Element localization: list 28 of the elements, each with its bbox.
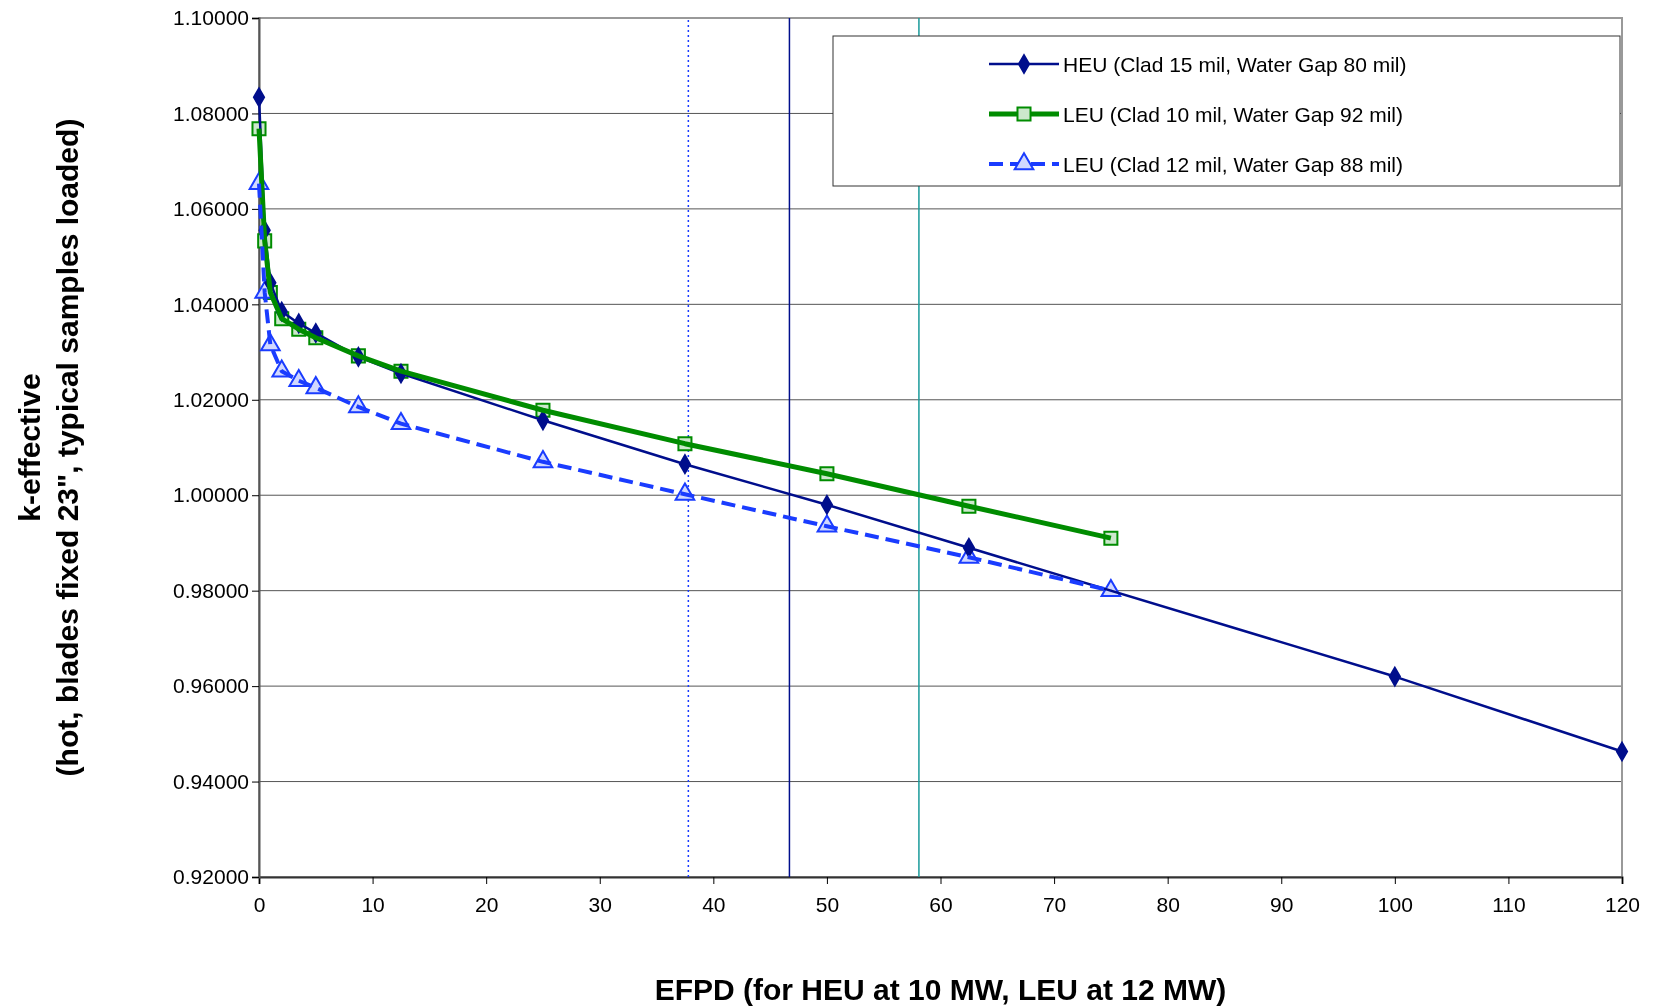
y-tick-label: 1.06000 [173,197,249,221]
legend-label: HEU (Clad 15 mil, Water Gap 80 mil) [1063,53,1407,76]
legend-label: LEU (Clad 12 mil, Water Gap 88 mil) [1063,153,1403,176]
x-tick-label: 100 [1377,893,1413,917]
y-tick-label: 1.00000 [173,483,249,507]
y-tick-label: 1.04000 [173,292,249,316]
x-tick-label: 90 [1270,893,1294,917]
y-tick-label: 0.92000 [173,865,249,889]
x-tick-label: 70 [1042,893,1067,917]
y-axis-title: k-effective (hot, blades fixed 23", typical samples loaded) [13,118,84,777]
x-tick-label: 60 [929,893,953,917]
x-tick-label: 0 [253,893,266,917]
y-tick-label: 0.98000 [173,578,249,602]
x-tick-label: 110 [1492,893,1526,917]
legend-label: LEU (Clad 10 mil, Water Gap 92 mil) [1063,103,1403,126]
y-tick-label: 0.94000 [173,769,249,793]
y-tick-label: 0.96000 [173,674,249,698]
y-tick-label: 1.08000 [173,101,249,125]
x-tick-label: 50 [815,893,840,917]
x-tick-label: 80 [1156,893,1180,917]
x-axis-title: EFPD (for HEU at 10 MW, LEU at 12 MW) [654,973,1227,1006]
x-tick-label: 30 [588,893,612,917]
x-tick-label: 10 [361,893,385,917]
x-tick-label: 40 [702,893,726,917]
x-tick-label: 120 [1604,893,1641,917]
y-tick-label: 1.02000 [173,388,249,411]
y-tick-label: 1.10000 [173,6,249,30]
x-tick-label: 20 [474,893,499,917]
